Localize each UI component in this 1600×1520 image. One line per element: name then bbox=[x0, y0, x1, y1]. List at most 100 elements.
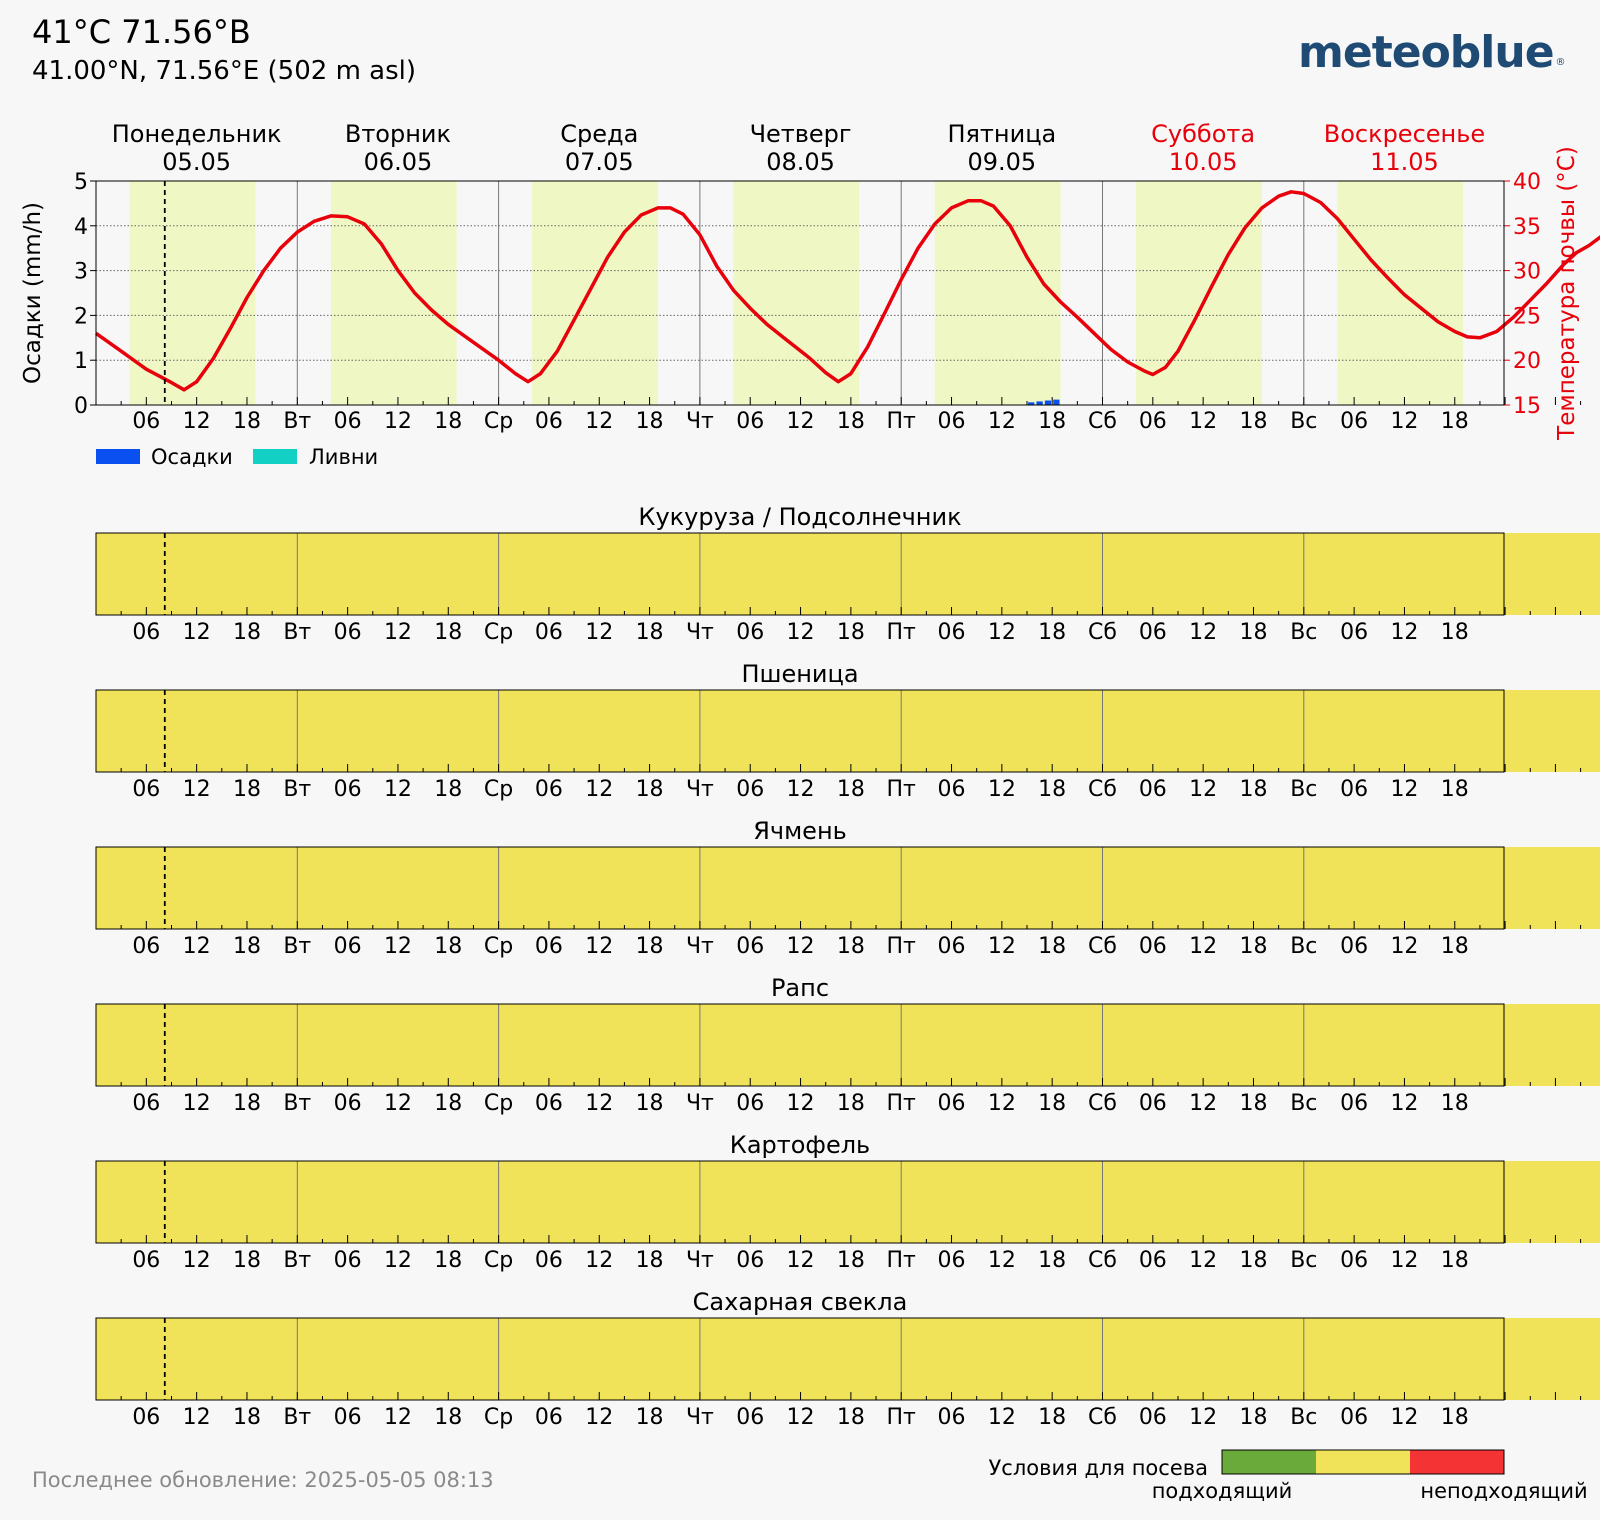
y-tick-label-right: 25 bbox=[1513, 304, 1541, 329]
day-date-label: 10.05 bbox=[1169, 148, 1238, 176]
x-tick-label: 18 bbox=[837, 409, 865, 434]
crop-title: Сахарная свекла bbox=[693, 1288, 908, 1316]
x-tick-label: 12 bbox=[988, 620, 1016, 645]
x-tick-label: 06 bbox=[132, 1091, 160, 1116]
legend-precip-swatch bbox=[96, 449, 140, 464]
y-axis-label-right: Температура почвы (°C) bbox=[1554, 146, 1580, 441]
x-tick-label: Ср bbox=[484, 620, 513, 645]
x-tick-label: 12 bbox=[183, 409, 211, 434]
x-tick-label: 12 bbox=[183, 934, 211, 959]
x-tick-label: 06 bbox=[736, 1405, 764, 1430]
day-date-label: 07.05 bbox=[565, 148, 634, 176]
crop-title: Рапс bbox=[771, 974, 829, 1002]
x-tick-label: 12 bbox=[988, 1248, 1016, 1273]
crop-panel-frame bbox=[95, 1003, 1505, 1087]
y-tick-label-left: 3 bbox=[74, 260, 88, 285]
logo-text: meteoblue bbox=[1298, 27, 1555, 78]
x-tick-label: 06 bbox=[535, 1405, 563, 1430]
x-tick-label: 18 bbox=[1038, 777, 1066, 802]
daylight-band-1 bbox=[330, 181, 457, 405]
x-tick-label: 18 bbox=[233, 1248, 261, 1273]
crop-panel-frame bbox=[95, 846, 1505, 930]
daylight-band-0 bbox=[129, 181, 256, 405]
x-tick-label: 06 bbox=[1340, 1248, 1368, 1273]
x-tick-label: 18 bbox=[1239, 1405, 1267, 1430]
x-tick-label: 06 bbox=[1139, 1091, 1167, 1116]
x-tick-label: Чт bbox=[686, 1405, 714, 1430]
x-tick-label: 18 bbox=[233, 1091, 261, 1116]
precipitation-temperature-panel: 06 12 18 Вт 06 12 18 Ср 06 12 18 Чт 06 12 18 Пт 06 12 18 Сб… bbox=[20, 120, 1600, 469]
x-tick-label: Вт bbox=[283, 409, 311, 434]
x-tick-label: 18 bbox=[1038, 1091, 1066, 1116]
crop-panel-frame bbox=[95, 1317, 1505, 1401]
x-tick-label: 12 bbox=[988, 409, 1016, 434]
x-tick-label: Вс bbox=[1290, 1091, 1317, 1116]
day-name-label: Суббота bbox=[1151, 120, 1255, 148]
x-tick-label: 06 bbox=[1340, 409, 1368, 434]
x-tick-label: Вс bbox=[1290, 409, 1317, 434]
x-tick-label: 18 bbox=[837, 620, 865, 645]
x-tick-label: 06 bbox=[535, 409, 563, 434]
x-tick-label: 18 bbox=[1038, 620, 1066, 645]
crop-title: Ячмень bbox=[753, 817, 847, 845]
x-tick-label: 12 bbox=[1390, 1405, 1418, 1430]
page-title: 41°C 71.56°В bbox=[32, 13, 251, 51]
x-tick-label: 06 bbox=[334, 777, 362, 802]
x-tick-label: 18 bbox=[837, 1405, 865, 1430]
x-tick-label: 12 bbox=[183, 1248, 211, 1273]
x-tick-label: 06 bbox=[1340, 1405, 1368, 1430]
x-tick-label: 18 bbox=[636, 1405, 664, 1430]
x-tick-label: Пт bbox=[887, 934, 917, 959]
y-tick-label-right: 30 bbox=[1513, 260, 1541, 285]
x-tick-label: 18 bbox=[233, 1405, 261, 1430]
legend-showers-label: Ливни bbox=[309, 445, 378, 469]
crop-panel-frame bbox=[95, 1160, 1505, 1244]
x-tick-label: 12 bbox=[1390, 620, 1418, 645]
x-tick-label: Пт bbox=[887, 1405, 917, 1430]
x-tick-label: 12 bbox=[585, 620, 613, 645]
x-tick-label: Чт bbox=[686, 620, 714, 645]
day-date-label: 05.05 bbox=[162, 148, 231, 176]
crop-title: Картофель bbox=[730, 1131, 870, 1159]
crop-title: Кукуруза / Подсолнечник bbox=[638, 503, 961, 531]
x-tick-label: 06 bbox=[1139, 934, 1167, 959]
x-tick-label: 06 bbox=[736, 409, 764, 434]
day-name-label: Четверг bbox=[750, 120, 852, 148]
x-tick-label: 06 bbox=[1340, 777, 1368, 802]
crop-panel-2: Ячмень 06 12 18 Вт 06 12 18 Ср 06 12 18 Чт 06 12 18 Пт 06… bbox=[95, 817, 1600, 959]
x-tick-label: 18 bbox=[1441, 620, 1469, 645]
x-tick-label: 12 bbox=[183, 1405, 211, 1430]
x-tick-label: 12 bbox=[787, 1405, 815, 1430]
x-tick-label: 06 bbox=[736, 934, 764, 959]
logo-registered-mark: ® bbox=[1555, 57, 1566, 68]
x-tick-label: 06 bbox=[1139, 409, 1167, 434]
x-tick-label: 12 bbox=[384, 1091, 412, 1116]
x-tick-label: 06 bbox=[938, 777, 966, 802]
x-tick-label: 12 bbox=[787, 1091, 815, 1116]
y-tick-label-right: 20 bbox=[1513, 349, 1541, 374]
y-tick-label-left: 2 bbox=[74, 304, 88, 329]
daylight-band-5 bbox=[1136, 181, 1262, 405]
day-name-label: Пятница bbox=[947, 120, 1056, 148]
x-tick-label: 18 bbox=[233, 620, 261, 645]
x-tick-label: 18 bbox=[837, 1248, 865, 1273]
x-tick-label: Ср bbox=[484, 1248, 513, 1273]
x-tick-label: 12 bbox=[988, 1091, 1016, 1116]
x-tick-label: 12 bbox=[1189, 1248, 1217, 1273]
x-tick-label: 12 bbox=[1390, 777, 1418, 802]
sowing-legend-frame bbox=[1221, 1449, 1505, 1475]
x-tick-label: Вс bbox=[1290, 934, 1317, 959]
x-tick-label: 06 bbox=[132, 1405, 160, 1430]
x-tick-label: 18 bbox=[636, 1091, 664, 1116]
y-tick-label-left: 4 bbox=[74, 215, 88, 240]
x-tick-label: 18 bbox=[233, 409, 261, 434]
day-date-label: 08.05 bbox=[766, 148, 835, 176]
x-tick-label: Чт bbox=[686, 777, 714, 802]
x-tick-label: 06 bbox=[736, 1248, 764, 1273]
x-tick-label: 12 bbox=[585, 1091, 613, 1116]
x-tick-label: 06 bbox=[938, 1405, 966, 1430]
meteoblue-logo: meteoblue ® bbox=[1298, 27, 1566, 78]
x-tick-label: 18 bbox=[434, 620, 462, 645]
sowing-legend-suitable-label: подходящий bbox=[1152, 1479, 1293, 1503]
x-tick-label: Сб bbox=[1088, 1091, 1117, 1116]
